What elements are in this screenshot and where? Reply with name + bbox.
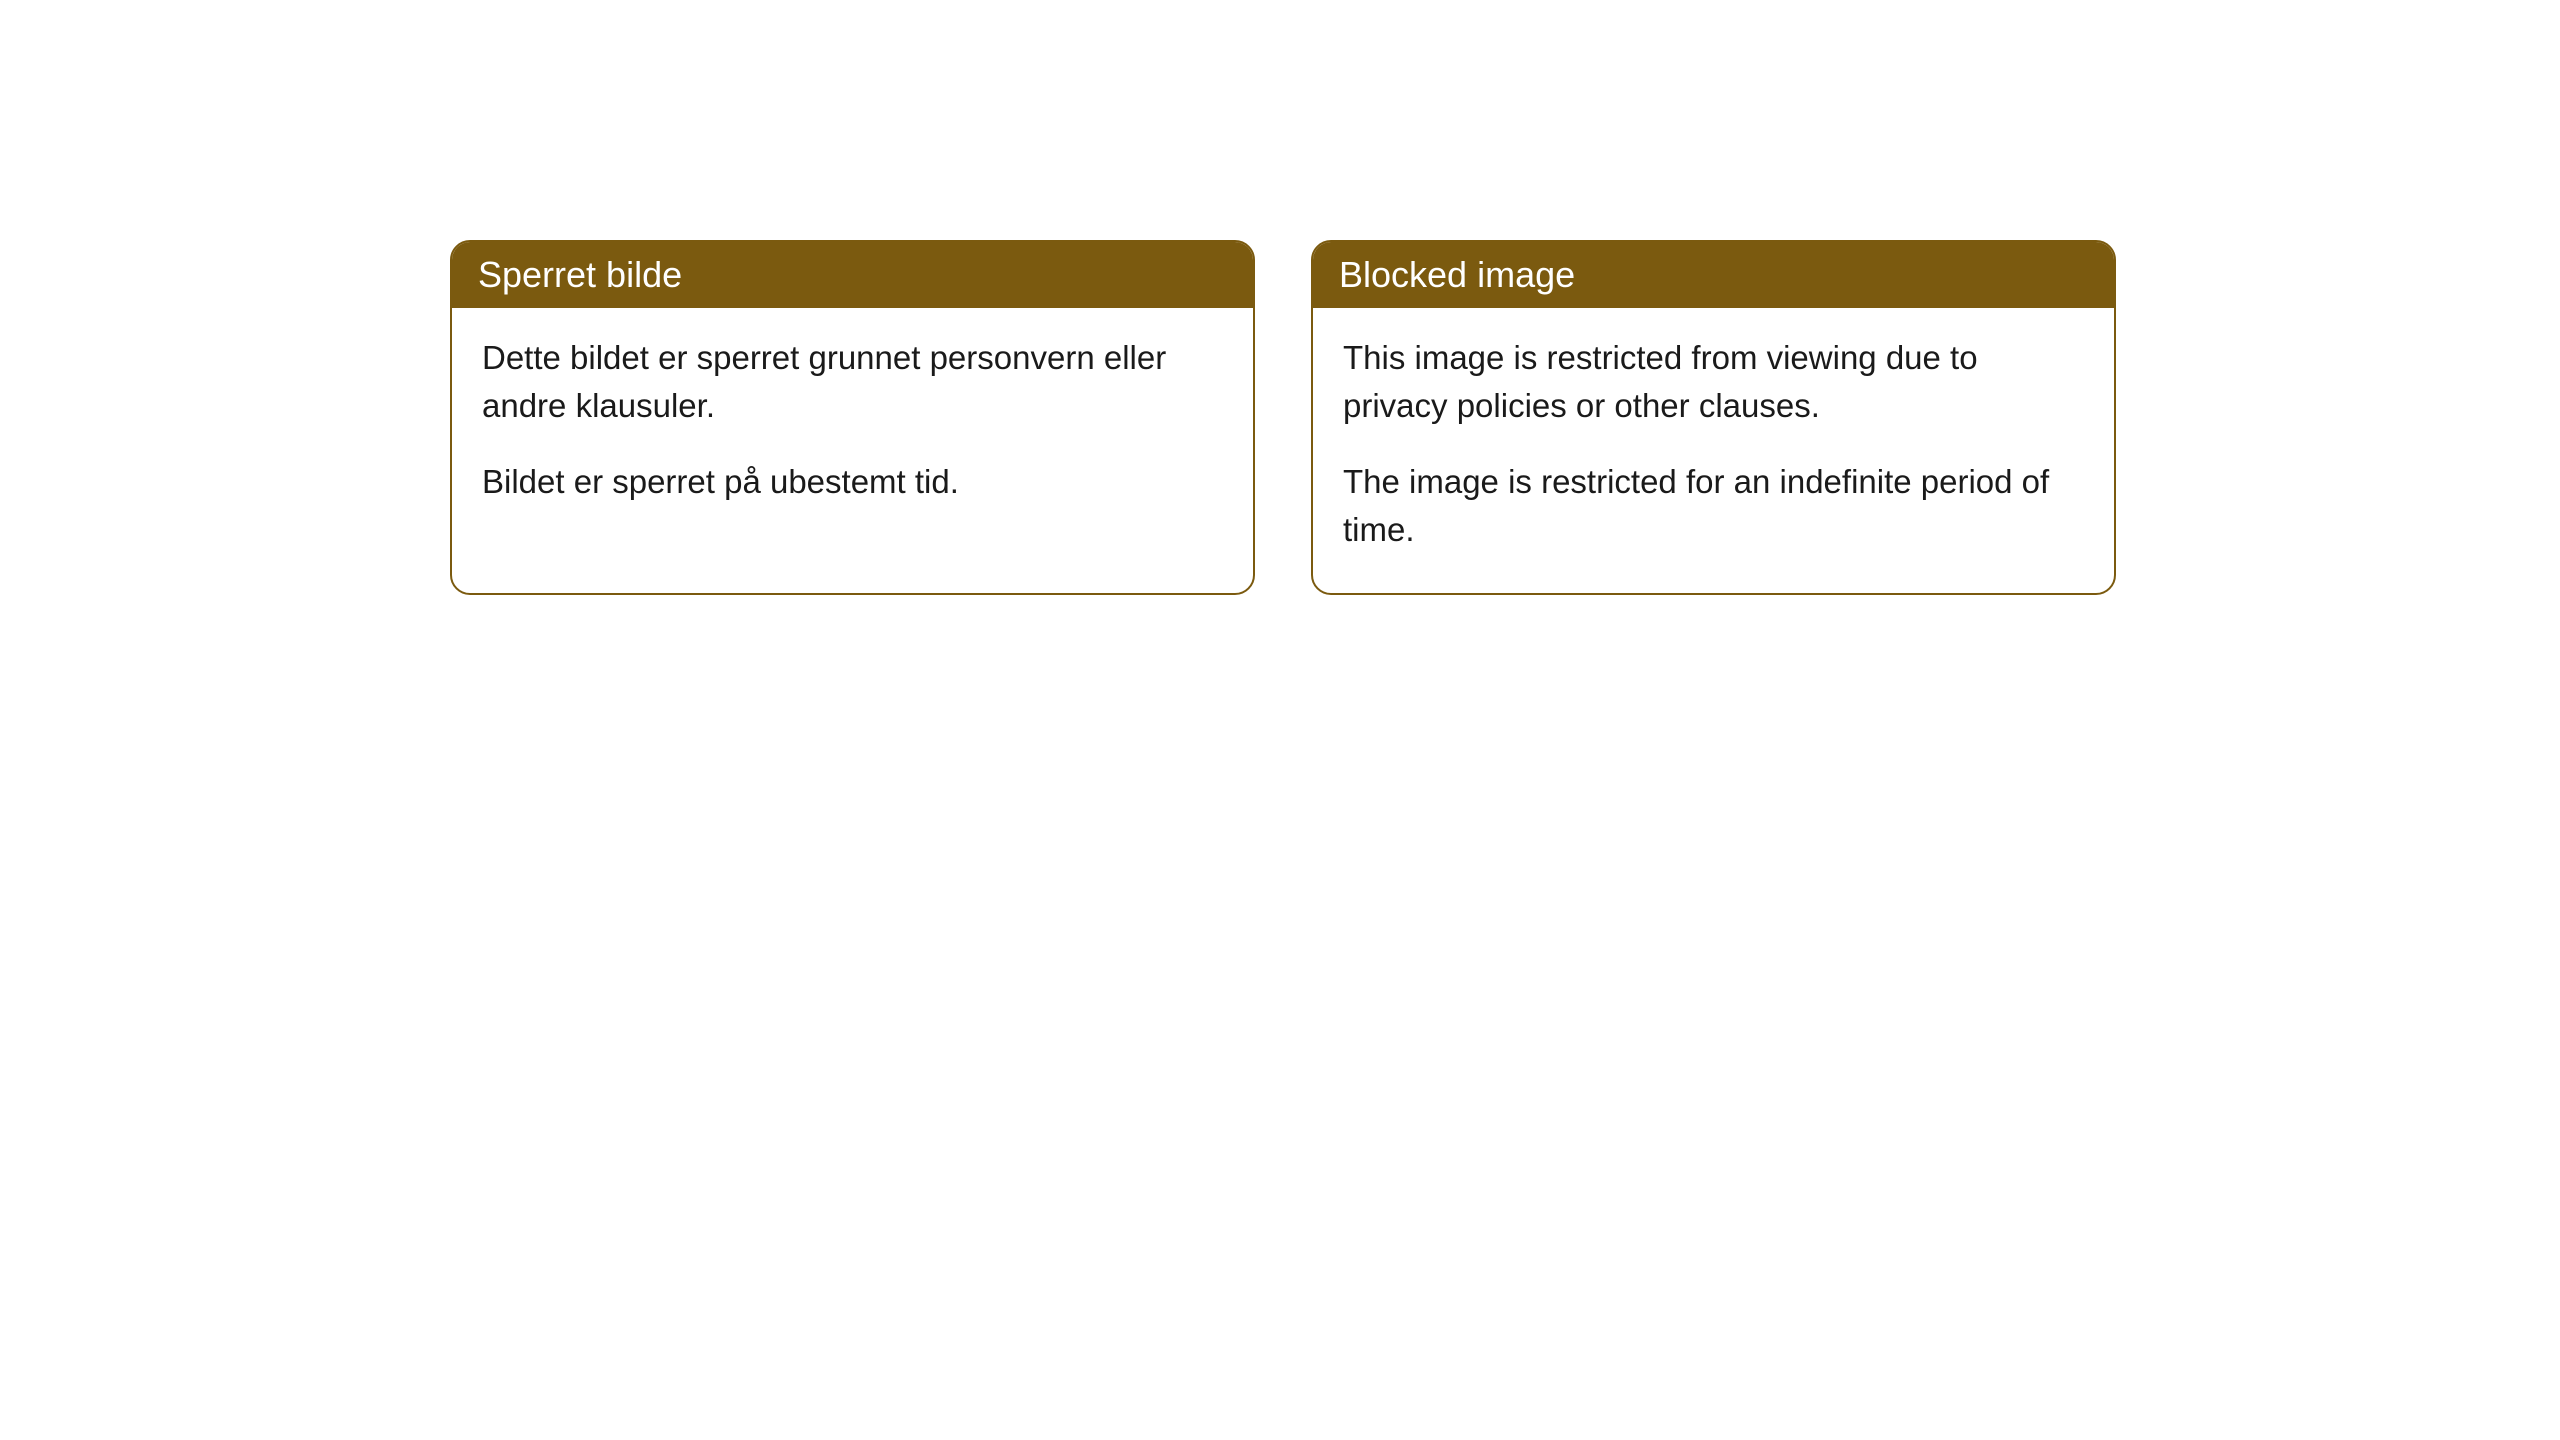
card-title: Blocked image — [1339, 254, 1575, 295]
card-title: Sperret bilde — [478, 254, 682, 295]
card-paragraph: This image is restricted from viewing du… — [1343, 334, 2084, 430]
notice-card-english: Blocked image This image is restricted f… — [1311, 240, 2116, 595]
card-header: Sperret bilde — [452, 242, 1253, 308]
card-paragraph: The image is restricted for an indefinit… — [1343, 458, 2084, 554]
card-paragraph: Bildet er sperret på ubestemt tid. — [482, 458, 1223, 506]
notice-cards-container: Sperret bilde Dette bildet er sperret gr… — [450, 240, 2560, 595]
card-paragraph: Dette bildet er sperret grunnet personve… — [482, 334, 1223, 430]
card-header: Blocked image — [1313, 242, 2114, 308]
notice-card-norwegian: Sperret bilde Dette bildet er sperret gr… — [450, 240, 1255, 595]
card-body: This image is restricted from viewing du… — [1313, 308, 2114, 593]
card-body: Dette bildet er sperret grunnet personve… — [452, 308, 1253, 546]
